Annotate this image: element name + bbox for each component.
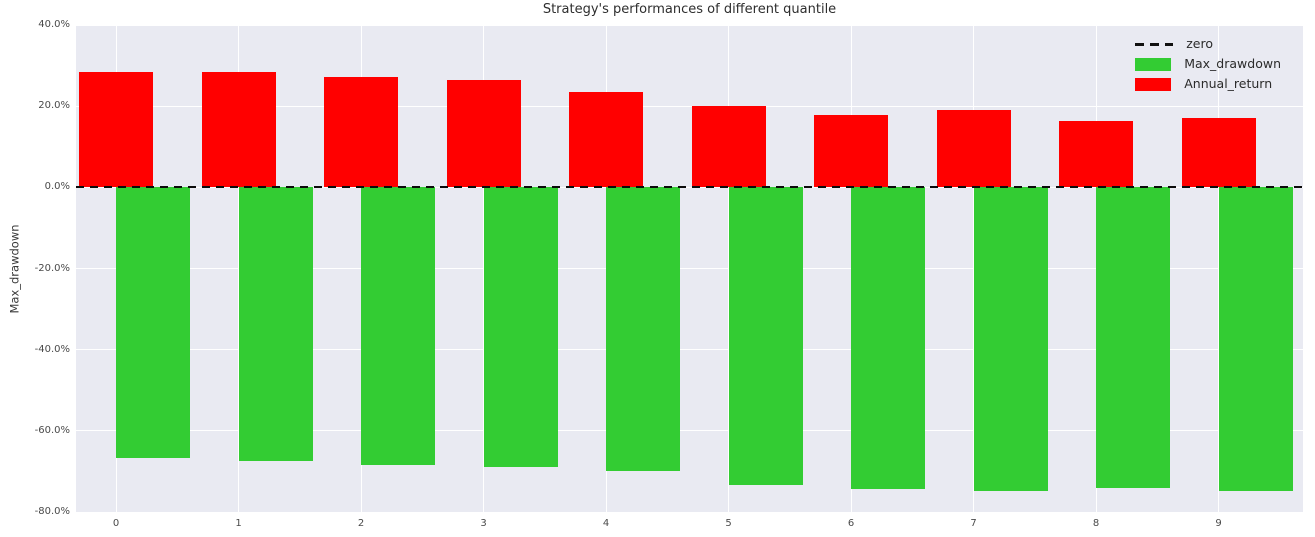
annual_return-bar-6 — [814, 115, 888, 188]
annual_return-bar-4 — [569, 91, 643, 188]
plot-area: zero Max_drawdown Annual_return — [76, 24, 1303, 513]
x-tick-label: 2 — [357, 518, 365, 529]
legend: zero Max_drawdown Annual_return — [1135, 36, 1281, 91]
x-tick-label: 6 — [847, 518, 855, 529]
annual_return-bar-0 — [79, 72, 153, 188]
annual_return-bar-1 — [201, 71, 276, 188]
x-tick-label: 7 — [970, 518, 977, 529]
x-tick-label: 4 — [602, 518, 610, 529]
x-tick-label: 5 — [725, 518, 732, 529]
max_drawdown-bar-0 — [116, 187, 190, 459]
x-tick-label: 8 — [1092, 518, 1100, 529]
annual_return-bar-2 — [324, 76, 398, 188]
max_drawdown-bar-7 — [973, 187, 1048, 492]
legend-zero-dash-swatch — [1135, 42, 1174, 46]
legend-max-drawdown-swatch — [1135, 57, 1172, 71]
max_drawdown-bar-2 — [361, 187, 435, 465]
x-tick-label: 9 — [1215, 518, 1222, 529]
annual_return-bar-5 — [691, 106, 766, 188]
legend-max-drawdown-label: Max_drawdown — [1184, 55, 1281, 71]
annual_return-bar-8 — [1059, 121, 1133, 188]
max_drawdown-bar-9 — [1218, 187, 1293, 491]
max_drawdown-bar-4 — [606, 187, 680, 471]
y-tick-label: -80.0% — [34, 506, 70, 517]
h-gridline — [76, 105, 1303, 107]
h-gridline — [76, 430, 1303, 432]
legend-item-annual-return: Annual_return — [1135, 75, 1281, 91]
annual_return-bar-3 — [446, 79, 521, 188]
y-tick-label: -40.0% — [34, 343, 70, 355]
legend-item-zero: zero — [1135, 36, 1281, 51]
legend-annual-return-swatch — [1135, 77, 1172, 91]
max_drawdown-bar-6 — [851, 187, 925, 490]
max_drawdown-bar-5 — [728, 187, 803, 485]
h-gridline — [76, 511, 1303, 513]
h-gridline — [76, 349, 1303, 351]
legend-item-max-drawdown: Max_drawdown — [1135, 55, 1281, 71]
x-tick-label: 3 — [480, 518, 487, 529]
x-tick-label: 1 — [235, 518, 242, 529]
y-tick-label: 40.0% — [38, 19, 70, 30]
legend-zero-label: zero — [1186, 36, 1213, 51]
annual_return-bar-7 — [936, 110, 1011, 188]
legend-annual-return-label: Annual_return — [1184, 75, 1273, 91]
annual_return-bar-9 — [1181, 117, 1256, 188]
zero-dashed-line — [76, 186, 1303, 189]
h-gridline — [76, 24, 1303, 26]
h-gridline — [76, 268, 1303, 269]
x-tick-label: 0 — [112, 518, 120, 529]
y-tick-label: -20.0% — [34, 262, 70, 274]
y-tick-label: 0.0% — [44, 181, 70, 193]
max_drawdown-bar-8 — [1096, 187, 1170, 488]
y-tick-label: -60.0% — [34, 424, 70, 436]
max_drawdown-bar-3 — [483, 187, 558, 468]
y-tick-label: 20.0% — [38, 100, 70, 112]
max_drawdown-bar-1 — [238, 187, 313, 462]
chart-title: Strategy's performances of different qua… — [542, 2, 837, 17]
